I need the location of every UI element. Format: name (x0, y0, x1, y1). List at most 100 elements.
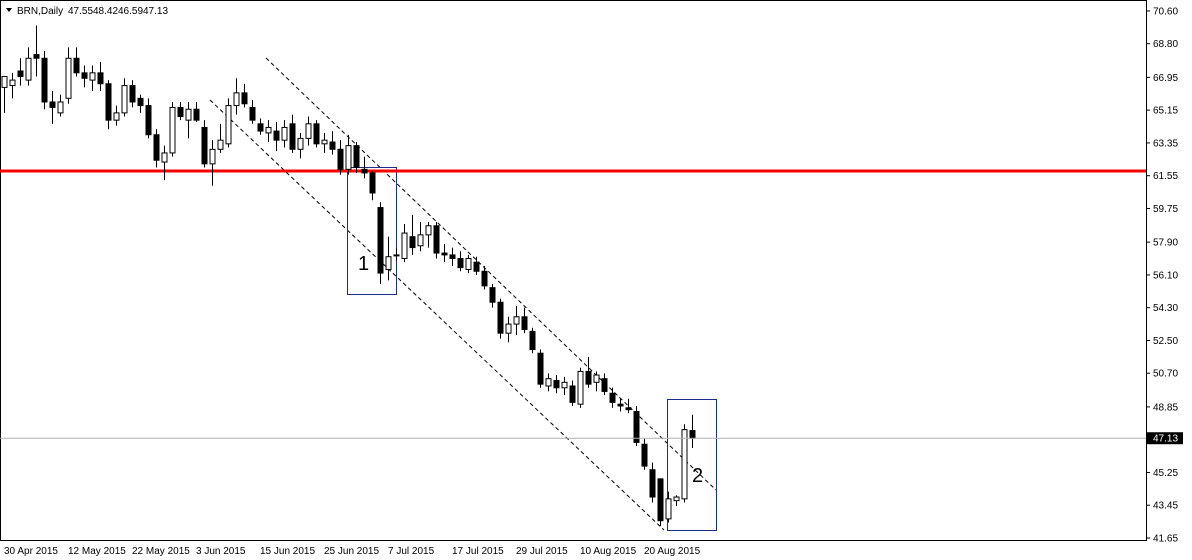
candle-body (409, 236, 416, 249)
candle-body (345, 145, 352, 170)
candle-body (513, 316, 520, 325)
candle-body (617, 403, 624, 407)
y-tick-label: 61.55 (1153, 171, 1178, 182)
header-close: 47.13 (143, 6, 168, 17)
candle-body (377, 207, 384, 274)
candle-body (649, 469, 656, 498)
candle-body (89, 72, 96, 81)
candle-body (105, 83, 112, 121)
candle-body (9, 79, 16, 87)
candle-body (193, 108, 200, 121)
x-tick-label: 7 Jul 2015 (388, 546, 435, 557)
candle-body (225, 105, 232, 145)
candle-body (353, 145, 360, 168)
candle-body (689, 430, 696, 439)
x-tick-label: 17 Jul 2015 (452, 546, 504, 557)
candle-body (505, 323, 512, 334)
candle-body (337, 148, 344, 170)
candle-body (577, 370, 584, 405)
candle-body (497, 301, 504, 334)
candle-body (81, 72, 88, 79)
candle-body (201, 126, 208, 165)
candle-body (177, 106, 184, 118)
candle-body (425, 225, 432, 236)
x-tick-label: 30 Apr 2015 (4, 546, 58, 557)
candle-body (441, 252, 448, 256)
highlight-box (667, 399, 717, 531)
candle-body (121, 85, 128, 114)
candle-body (681, 429, 688, 500)
candle-body (393, 254, 400, 257)
candle-body (625, 407, 632, 411)
candle-body (41, 57, 48, 103)
annotation: 2 (692, 465, 703, 487)
candle-body (249, 106, 256, 121)
candle-body (385, 256, 392, 270)
candle-body (585, 370, 592, 385)
candle-body (521, 316, 528, 331)
candle-body (417, 234, 424, 247)
y-tick-label: 45.25 (1153, 468, 1178, 479)
candle-body (129, 85, 136, 103)
candle-body (169, 106, 176, 154)
candle-body (97, 72, 104, 85)
candle-body (529, 330, 536, 351)
candle-body (113, 112, 120, 121)
candle-body (25, 57, 32, 81)
candle-body (65, 57, 72, 99)
candle-body (633, 410, 640, 443)
candle-body (297, 137, 304, 150)
candle-body (601, 378, 608, 392)
x-tick-label: 22 May 2015 (132, 546, 190, 557)
y-tick-label: 59.75 (1153, 204, 1178, 215)
y-tick-label: 41.65 (1153, 533, 1178, 544)
candle-body (321, 139, 328, 145)
candle-body (273, 130, 280, 141)
y-tick-label: 65.15 (1153, 106, 1178, 117)
header-open: 47.55 (68, 6, 93, 17)
x-tick-label: 15 Jun 2015 (260, 546, 315, 557)
candle-body (553, 380, 560, 389)
candle-body (73, 57, 80, 74)
candle-body (313, 123, 320, 145)
plot-frame (0, 0, 1147, 541)
candle-body (209, 148, 216, 165)
candle-body (265, 126, 272, 134)
candle-body (665, 498, 672, 520)
candle-body (153, 134, 160, 161)
header-low: 46.59 (118, 6, 143, 17)
chart-title: BRN,Daily (17, 6, 63, 17)
y-tick-label: 57.90 (1153, 238, 1178, 249)
highlight-box (347, 167, 397, 295)
candle-body (537, 352, 544, 385)
candle-body (457, 258, 464, 269)
candle-body (369, 172, 376, 194)
candle-body (217, 139, 224, 150)
y-tick-label: 48.85 (1153, 402, 1178, 413)
candle-body (361, 168, 368, 174)
y-tick-label: 66.95 (1153, 73, 1178, 84)
y-tick-label: 43.45 (1153, 501, 1178, 512)
y-tick-label: 52.50 (1153, 336, 1178, 347)
y-tick-label: 70.60 (1153, 6, 1178, 17)
candle-body (1, 75, 8, 88)
last-price-box (1147, 432, 1183, 445)
candle-body (473, 261, 480, 272)
candle-body (657, 478, 664, 522)
candle-body (465, 258, 472, 270)
x-tick-label: 25 Jun 2015 (324, 546, 379, 557)
last-price-label: 47.13 (1153, 434, 1178, 445)
candle-body (433, 225, 440, 254)
x-tick-label: 29 Jul 2015 (516, 546, 568, 557)
candle-body (145, 105, 152, 136)
candle-body (401, 232, 408, 260)
candle-body (289, 123, 296, 150)
candle-body (329, 141, 336, 150)
channel-line (209, 99, 665, 531)
x-tick-label: 3 Jun 2015 (196, 546, 246, 557)
candle-body (241, 92, 248, 105)
candle-body (561, 381, 568, 389)
candle-body (49, 101, 56, 108)
